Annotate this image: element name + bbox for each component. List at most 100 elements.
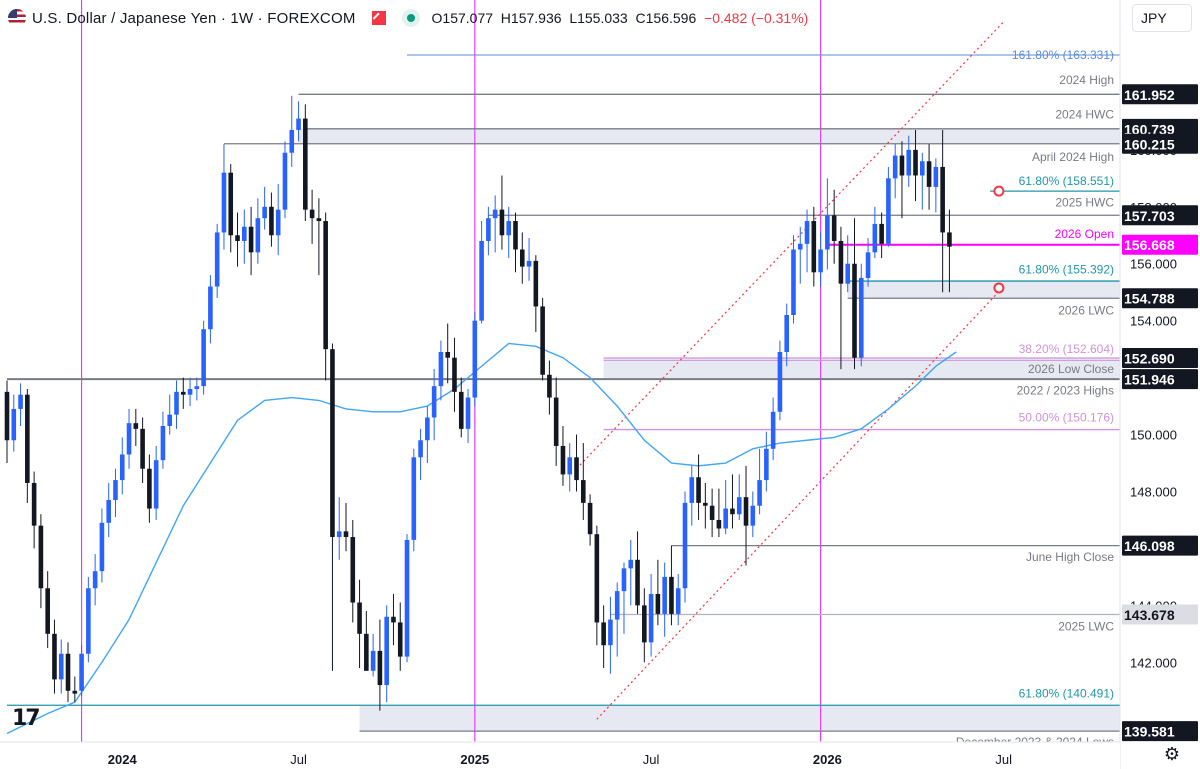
candle-80 <box>547 374 552 398</box>
candle-117 <box>797 243 803 250</box>
candle-118 <box>804 221 810 244</box>
zone-1 <box>847 281 1120 299</box>
candle-94 <box>642 605 647 643</box>
candle-47 <box>323 221 328 350</box>
candle-60 <box>411 457 417 540</box>
candle-78 <box>533 260 539 307</box>
candle-131 <box>892 155 898 179</box>
level-annotations: 161.80% (163.331) 2024 High 2024 HWC April … <box>956 48 1114 749</box>
annotation-11: 2022 / 2023 Highs <box>1017 383 1114 397</box>
candle-55 <box>377 650 383 686</box>
candle-73 <box>499 209 505 236</box>
candle-97 <box>662 576 667 614</box>
price-label-8: 146.098 <box>1124 538 1175 554</box>
settings-gear-icon[interactable]: ⚙ <box>1163 744 1180 764</box>
candle-124 <box>845 263 851 284</box>
high-value: 157.936 <box>510 10 562 26</box>
candle-137 <box>933 166 939 187</box>
candle-6 <box>45 588 50 634</box>
candle-126 <box>858 277 864 358</box>
high-label: H <box>500 10 511 26</box>
candle-135 <box>920 161 925 176</box>
candle-33 <box>228 172 234 236</box>
candle-77 <box>526 260 532 267</box>
candle-27 <box>187 389 193 395</box>
y-tick-142: 142.000 <box>1130 655 1177 670</box>
flag-marker-icon[interactable] <box>371 11 386 25</box>
candle-104 <box>709 505 715 520</box>
candle-83 <box>567 457 573 475</box>
candle-84 <box>574 457 579 481</box>
candle-28 <box>194 386 200 389</box>
candle-112 <box>764 448 769 481</box>
candle-7 <box>52 633 57 680</box>
symbol-title[interactable]: U.S. Dollar / Japanese Yen · 1W · FOREXC… <box>32 9 356 27</box>
candle-92 <box>628 559 634 569</box>
candle-103 <box>703 502 708 506</box>
ascending-channel <box>576 21 1005 720</box>
candle-53 <box>364 633 369 671</box>
candle-96 <box>655 593 661 614</box>
y-tick-154: 154.000 <box>1130 314 1177 329</box>
candle-19 <box>133 423 139 429</box>
annotation-8: 2026 LWC <box>1058 304 1114 318</box>
x-tick-1: Jul <box>290 752 307 767</box>
candle-121 <box>825 215 830 250</box>
candle-138 <box>940 166 945 233</box>
candle-40 <box>275 209 281 236</box>
candle-110 <box>750 505 756 526</box>
price-label-bg-9 <box>1122 604 1198 625</box>
candle-101 <box>689 477 695 503</box>
candle-49 <box>336 531 342 538</box>
candle-67 <box>458 391 464 429</box>
candle-113 <box>770 411 776 449</box>
us-flag-icon <box>8 9 26 27</box>
candle-25 <box>174 391 179 415</box>
time-axis-bg <box>0 742 1120 769</box>
candle-42 <box>289 129 295 153</box>
candle-120 <box>818 249 823 273</box>
annotation-10: 2026 Low Close <box>1028 362 1114 376</box>
price-label-3: 157.703 <box>1124 208 1175 224</box>
open-label: O <box>431 10 443 26</box>
candle-127 <box>865 252 871 278</box>
annotation-13: June High Close <box>1026 550 1114 564</box>
channel-line-0 <box>576 21 1005 470</box>
candle-35 <box>242 226 247 241</box>
candle-109 <box>743 497 749 526</box>
candle-115 <box>784 314 789 352</box>
price-label-5: 154.788 <box>1124 291 1175 307</box>
candle-123 <box>838 240 844 284</box>
candle-61 <box>418 440 423 458</box>
tradingview-logo[interactable]: 17 <box>12 706 41 731</box>
price-label-bg-8 <box>1122 535 1198 556</box>
candle-129 <box>879 223 884 244</box>
candle-98 <box>669 576 674 614</box>
x-tick-2: 2025 <box>460 752 489 767</box>
candle-136 <box>926 161 932 187</box>
annotation-15: 61.80% (140.491) <box>1019 687 1114 701</box>
candle-41 <box>282 152 288 210</box>
candle-70 <box>479 240 484 321</box>
candle-111 <box>757 480 762 506</box>
candle-44 <box>303 118 308 210</box>
annotation-6: 2026 Open <box>1055 227 1114 241</box>
candle-125 <box>852 263 857 358</box>
candle-30 <box>208 286 213 330</box>
candle-108 <box>736 497 742 515</box>
candle-64 <box>438 351 444 387</box>
candle-34 <box>235 235 240 241</box>
annotation-1: 2024 High <box>1059 73 1114 87</box>
price-axis[interactable]: 142.000144.000146.000148.000150.000152.0… <box>1119 0 1200 769</box>
zone-0 <box>298 128 1120 144</box>
candle-14 <box>99 522 105 572</box>
x-tick-5: Jul <box>995 752 1012 767</box>
currency-selector[interactable]: JPY <box>1132 4 1192 32</box>
candle-128 <box>872 223 878 253</box>
annotation-4: 61.80% (158.551) <box>1019 174 1114 188</box>
time-axis[interactable]: 2024 Jul 2025 Jul 2026 Jul <box>0 741 1120 769</box>
candle-90 <box>614 591 620 620</box>
price-label-4: 156.668 <box>1124 237 1175 253</box>
candle-18 <box>126 423 132 455</box>
